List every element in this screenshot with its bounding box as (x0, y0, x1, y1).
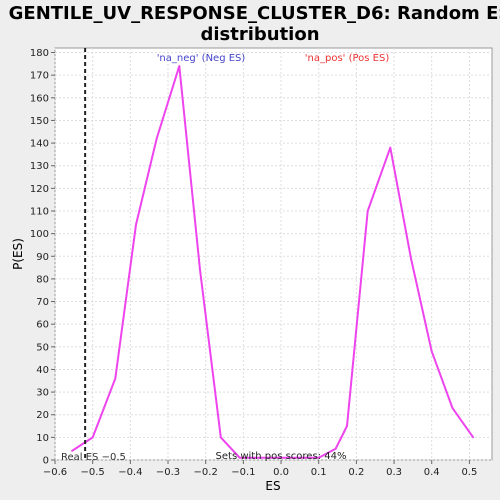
chart-title-line1: GENTILE_UV_RESPONSE_CLUSTER_D6: Random E… (9, 3, 500, 24)
data-point (219, 436, 222, 439)
x-tick-label: 0.1 (311, 467, 327, 478)
pos-es-label: 'na_pos' (Pos ES) (305, 53, 390, 64)
y-tick-label: 20 (36, 410, 49, 421)
data-point (410, 257, 412, 260)
data-point (238, 456, 241, 459)
x-tick-label: 0.0 (273, 467, 289, 478)
y-tick-label: 50 (36, 342, 49, 353)
y-tick-label: 140 (30, 139, 49, 150)
y-tick-label: 0 (43, 456, 49, 467)
real-es-label: Real ES −0.5 (61, 452, 126, 463)
chart-marks (71, 48, 475, 460)
data-point (317, 456, 320, 459)
x-tick-label: −0.2 (194, 467, 218, 478)
data-point (155, 137, 158, 140)
x-tick-label: 0.3 (386, 467, 402, 478)
y-tick-label: 10 (36, 433, 49, 444)
y-tick-label: 40 (36, 365, 49, 376)
data-point (114, 377, 117, 380)
data-point (346, 425, 348, 427)
y-tick-label: 120 (30, 184, 49, 195)
neg-es-label: 'na_neg' (Neg ES) (157, 53, 246, 64)
y-tick-label: 180 (30, 48, 49, 59)
x-tick-label: −0.3 (156, 467, 180, 478)
y-tick-label: 70 (36, 297, 49, 308)
data-point (430, 350, 433, 353)
x-tick-label: −0.5 (81, 467, 105, 478)
data-point (178, 65, 181, 67)
sets-pos-scores-label: Sets with pos scores: 44% (216, 451, 347, 462)
y-axis-label: P(ES) (11, 238, 25, 270)
y-tick-label: 60 (36, 320, 49, 331)
data-point (71, 450, 73, 452)
y-tick-label: 90 (36, 252, 49, 263)
data-point (199, 269, 201, 271)
y-tick-label: 100 (30, 229, 49, 240)
axis-ticks: −0.6 −0.5 −0.4 −0.3 −0.2 −0.1 0.0 0.1 0.2 0.3 0.4 0… (30, 48, 477, 478)
x-tick-label: −0.6 (43, 467, 67, 478)
data-point (389, 146, 392, 149)
y-tick-label: 130 (30, 161, 49, 172)
y-tick-label: 30 (36, 388, 49, 399)
y-tick-label: 170 (30, 71, 49, 82)
data-point (366, 210, 369, 212)
y-tick-label: 160 (30, 93, 49, 104)
x-tick-label: −0.4 (118, 467, 142, 478)
x-tick-label: 0.5 (461, 467, 477, 478)
x-tick-label: −0.1 (231, 467, 255, 478)
data-point (91, 436, 94, 439)
series-line (71, 65, 475, 459)
x-tick-label: 0.2 (348, 467, 364, 478)
y-tick-label: 80 (36, 274, 49, 285)
x-axis-label: ES (265, 479, 280, 493)
data-point (135, 223, 137, 226)
data-point (334, 447, 337, 450)
chart-title-line2: distribution (200, 24, 319, 45)
data-point (472, 436, 474, 439)
plot-area (54, 47, 493, 461)
data-point (451, 407, 454, 409)
x-tick-label: 0.4 (424, 467, 440, 478)
y-tick-label: 110 (30, 206, 49, 217)
y-tick-label: 150 (30, 116, 49, 127)
